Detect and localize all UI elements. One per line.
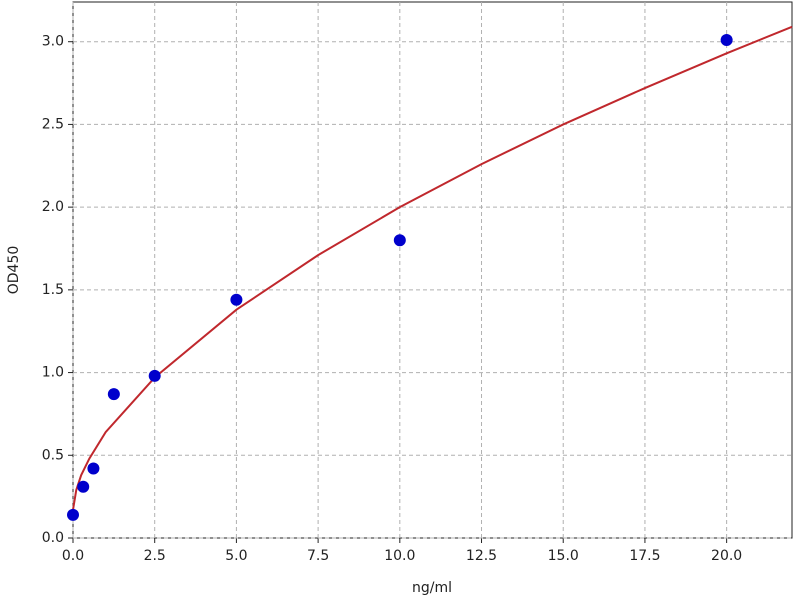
x-tick-label: 5.0 xyxy=(225,548,247,564)
data-point xyxy=(230,293,243,306)
data-point xyxy=(77,480,90,493)
y-tick-label: 0.5 xyxy=(42,447,64,463)
data-point xyxy=(67,508,79,521)
data-point xyxy=(107,388,120,401)
plot-frame xyxy=(72,1,793,539)
y-tick-label: 1.0 xyxy=(42,365,64,381)
y-tick-label: 0.0 xyxy=(42,530,64,546)
x-axis-label: ng/ml xyxy=(412,580,452,596)
x-tick-label: 7.5 xyxy=(307,548,329,564)
y-tick-label: 2.5 xyxy=(42,116,64,132)
y-tick-label: 3.0 xyxy=(42,34,64,50)
x-tick-label: 12.5 xyxy=(466,548,497,564)
y-tick-label: 2.0 xyxy=(42,199,64,215)
data-point xyxy=(87,462,100,475)
x-tick-label: 15.0 xyxy=(548,548,579,564)
x-tick-label: 10.0 xyxy=(384,548,415,564)
y-axis-label: OD450 xyxy=(6,246,22,295)
x-tick-label: 17.5 xyxy=(629,548,660,564)
data-point xyxy=(720,34,733,47)
x-tick-label: 0.0 xyxy=(62,548,84,564)
y-tick-label: 1.5 xyxy=(42,282,64,298)
x-tick-label: 2.5 xyxy=(144,548,166,564)
data-point xyxy=(393,234,406,247)
fit-curve xyxy=(72,25,793,511)
data-point xyxy=(148,369,161,382)
x-tick-label: 20.0 xyxy=(711,548,742,564)
